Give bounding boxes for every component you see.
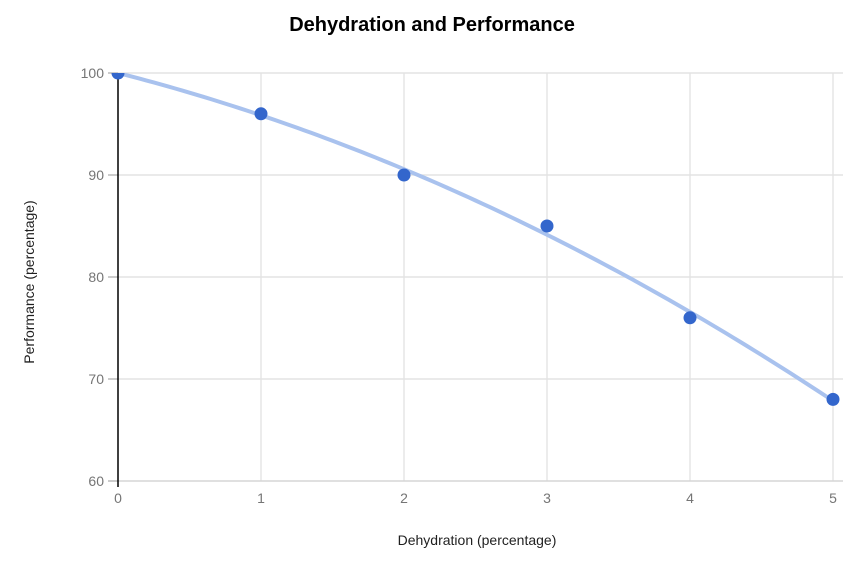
x-tick-labels: 0 1 2 3 4 5 [114,490,837,506]
y-tick-label: 80 [88,269,104,285]
axis-ticks [108,72,118,482]
trendline-curve [116,73,835,403]
data-points [111,67,840,406]
gridlines [118,72,843,482]
y-tick-label: 70 [88,371,104,387]
x-tick-label: 0 [114,490,122,506]
y-tick-label: 60 [88,473,104,489]
x-tick-label: 5 [829,490,837,506]
x-tick-label: 4 [686,490,694,506]
data-point[interactable] [254,107,268,121]
y-axis-title: Performance (percentage) [21,200,37,363]
y-tick-label: 90 [88,167,104,183]
y-tick-labels: 60 70 80 90 100 [81,65,105,489]
x-tick-label: 2 [400,490,408,506]
y-tick-label: 100 [81,65,105,81]
x-tick-label: 1 [257,490,265,506]
x-tick-label: 3 [543,490,551,506]
chart-title: Dehydration and Performance [289,14,575,36]
data-point[interactable] [683,311,697,325]
data-point[interactable] [111,67,125,80]
x-axis-title: Dehydration (percentage) [398,532,557,548]
data-point[interactable] [540,219,554,233]
data-point[interactable] [826,392,840,406]
data-point[interactable] [397,168,411,182]
